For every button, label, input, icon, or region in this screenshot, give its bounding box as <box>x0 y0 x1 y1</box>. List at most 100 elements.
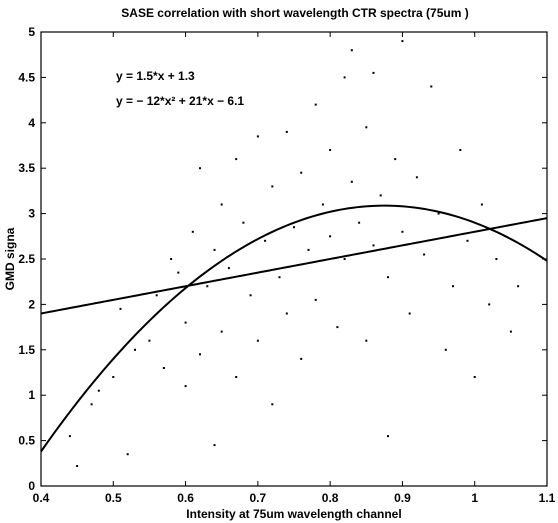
data-point <box>199 353 201 356</box>
data-point <box>314 103 317 106</box>
y-tick-label: 0.5 <box>18 434 35 448</box>
data-point <box>126 453 129 456</box>
data-point <box>148 339 151 342</box>
data-point <box>155 294 158 297</box>
data-point <box>271 185 274 188</box>
data-point <box>162 367 165 369</box>
data-point <box>394 158 397 161</box>
data-point <box>249 294 252 297</box>
data-point <box>408 312 411 315</box>
data-point <box>213 248 216 251</box>
x-tick-label: 0.5 <box>105 491 122 505</box>
data-point <box>430 85 433 88</box>
data-point <box>415 176 418 179</box>
data-point <box>387 276 389 279</box>
quadratic-fit-equation: y = − 12*x² + 21*x − 6.1 <box>116 94 244 108</box>
data-point <box>184 321 187 324</box>
data-point <box>358 221 361 224</box>
y-axis-label: GMD signa <box>3 227 17 290</box>
data-point <box>97 389 100 392</box>
data-point <box>488 303 491 306</box>
data-point <box>271 403 274 406</box>
y-tick-label: 1.5 <box>18 343 35 357</box>
scatter-points <box>68 40 520 467</box>
x-axis-label: Intensity at 75um wavelength channel <box>186 507 401 521</box>
data-point <box>401 230 404 233</box>
data-point <box>365 339 368 342</box>
chart-title: SASE correlation with short wavelength C… <box>121 6 468 20</box>
y-tick-label: 5 <box>28 25 35 39</box>
x-tick-label: 1.1 <box>539 491 556 505</box>
data-point <box>242 221 245 224</box>
data-point <box>372 244 375 247</box>
data-point <box>350 49 353 52</box>
data-point <box>235 376 238 378</box>
data-point <box>314 298 317 301</box>
data-point <box>459 149 462 151</box>
quadratic-fit-line <box>40 204 548 453</box>
data-point <box>68 435 71 438</box>
data-point <box>227 267 230 270</box>
axis-ticks: 0.4 0.5 0.6 0.7 0.8 0.9 1 1.1 0 0.5 1 1.5 2 2.5 3 3.5 4 4… <box>18 25 555 505</box>
y-tick-label: 3 <box>28 207 35 221</box>
data-point <box>90 403 93 406</box>
data-point <box>76 465 79 467</box>
x-tick-label: 0.4 <box>33 491 50 505</box>
data-point <box>220 330 223 333</box>
x-tick-label: 0.9 <box>394 491 411 505</box>
data-point <box>401 40 404 43</box>
y-tick-label: 1 <box>28 388 35 402</box>
data-point <box>444 348 447 351</box>
data-point <box>177 271 180 274</box>
data-point <box>473 376 476 378</box>
data-point <box>191 230 194 233</box>
data-point <box>119 307 122 310</box>
data-point <box>509 330 512 333</box>
data-point <box>329 149 332 151</box>
linear-fit-line <box>40 217 548 315</box>
data-point <box>480 203 483 206</box>
data-point <box>423 253 426 256</box>
data-point <box>235 158 238 161</box>
data-point <box>256 339 259 342</box>
y-tick-label: 3.5 <box>18 161 35 175</box>
data-point <box>437 212 440 215</box>
x-tick-label: 0.8 <box>322 491 339 505</box>
data-point <box>300 357 303 360</box>
data-point <box>300 171 303 174</box>
data-point <box>307 248 310 251</box>
data-point <box>365 126 368 129</box>
data-point <box>293 226 295 229</box>
data-point <box>220 203 223 206</box>
data-point <box>329 235 332 238</box>
data-point <box>264 239 267 242</box>
y-tick-label: 4.5 <box>18 70 35 84</box>
y-tick-label: 2.5 <box>18 252 35 266</box>
fit-lines <box>40 204 548 453</box>
data-point <box>336 326 339 329</box>
data-point <box>170 258 173 260</box>
data-point <box>184 385 187 388</box>
data-point <box>134 348 136 351</box>
data-point <box>213 444 216 447</box>
data-point <box>343 258 346 260</box>
plot-frame <box>40 31 548 487</box>
data-point <box>278 276 281 279</box>
data-point <box>350 180 353 183</box>
data-point <box>452 285 454 288</box>
data-point <box>379 194 382 197</box>
data-point <box>206 285 209 288</box>
data-point <box>285 130 288 133</box>
x-tick-label: 0.7 <box>250 491 267 505</box>
data-point <box>256 135 259 138</box>
y-tick-label: 4 <box>28 116 35 130</box>
x-tick-label: 0.6 <box>177 491 194 505</box>
data-point <box>495 258 498 260</box>
y-tick-label: 2 <box>28 297 35 311</box>
linear-fit-equation: y = 1.5*x + 1.3 <box>116 69 195 83</box>
data-point <box>387 435 389 438</box>
data-point <box>199 167 201 170</box>
data-point <box>372 71 375 74</box>
data-point <box>285 312 288 315</box>
data-point <box>321 203 324 206</box>
